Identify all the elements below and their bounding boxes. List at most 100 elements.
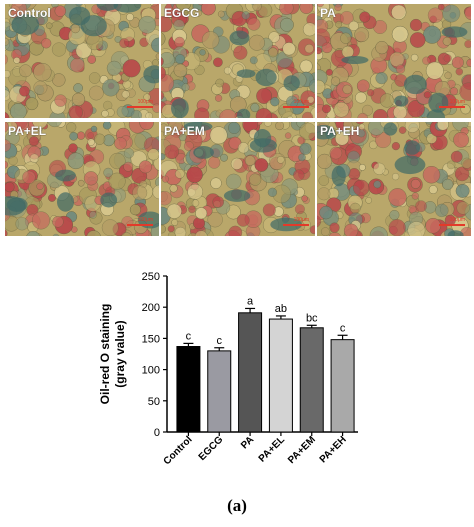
cell-blob (436, 122, 449, 131)
cell-blob (268, 31, 280, 43)
cell-blob (88, 72, 101, 84)
cell-blob (230, 157, 243, 170)
cell-blob (145, 112, 153, 118)
cell-blob (167, 225, 175, 233)
cell-blob (422, 56, 431, 65)
cell-blob (164, 144, 179, 160)
dark-cell-region (383, 122, 398, 136)
cell-blob (389, 51, 405, 67)
significance-label: a (247, 295, 254, 307)
cell-blob (152, 184, 159, 200)
cell-blob (161, 57, 164, 66)
cell-blob (342, 84, 352, 95)
cell-blob (353, 179, 370, 197)
cell-blob (372, 109, 388, 118)
cell-blob (365, 197, 373, 204)
cell-blob (129, 204, 141, 216)
cell-blob (173, 63, 188, 78)
scale-bar-label: 100μm (137, 99, 153, 105)
cell-blob (282, 42, 296, 56)
cell-blob (214, 94, 223, 102)
cell-blob (33, 80, 48, 95)
cell-blob (262, 203, 276, 217)
dark-cell-region (441, 26, 468, 38)
cell-blob (19, 64, 32, 78)
cell-blob (464, 40, 471, 49)
panel-label: PA+EH (320, 124, 360, 138)
cell-blob (366, 89, 375, 97)
cell-blob (466, 58, 471, 67)
y-tick-label: 200 (142, 302, 160, 314)
micrograph-panel: PA+EM 100μm (161, 122, 315, 236)
cell-blob (5, 54, 8, 65)
cell-blob (161, 66, 166, 80)
cell-blob (48, 194, 56, 202)
cell-blob (311, 4, 315, 7)
bar (268, 318, 293, 433)
cell-blob (328, 232, 342, 236)
bar-chart: 0 50 100 150 200 250 Oil-red O staining (gray v… (98, 271, 358, 467)
micrograph-texture (317, 122, 471, 236)
cell-blob (70, 58, 85, 73)
cell-blob (5, 182, 15, 193)
cell-blob (355, 122, 365, 125)
dark-cell-region (404, 140, 421, 155)
cell-blob (333, 101, 350, 118)
dark-cell-region (11, 14, 40, 36)
cell-blob (130, 109, 142, 118)
cell-blob (256, 88, 273, 104)
dark-cell-region (68, 6, 91, 26)
cell-blob (348, 20, 359, 32)
cell-blob (321, 227, 330, 236)
micrograph-texture (161, 122, 315, 236)
cell-blob (317, 215, 322, 228)
cell-blob (254, 158, 269, 172)
cell-blob (249, 173, 262, 186)
cell-blob (317, 187, 331, 201)
dark-cell-region (341, 56, 369, 64)
cell-blob (369, 226, 388, 236)
micrograph-panel: PA+EL 100μm (5, 122, 159, 236)
panel-label: PA (320, 6, 336, 20)
cell-blob (435, 203, 449, 218)
cell-blob (218, 109, 237, 118)
cell-blob (241, 11, 251, 20)
y-tick-label: 250 (142, 271, 160, 283)
cell-blob (329, 222, 340, 233)
cell-blob (195, 9, 203, 17)
cell-blob (404, 122, 420, 133)
cell-blob (317, 47, 322, 55)
scale-bar (439, 106, 465, 108)
scale-bar (283, 224, 309, 226)
dark-cell-region (229, 30, 250, 46)
cell-blob (449, 87, 458, 96)
cell-blob (52, 233, 60, 236)
cell-blob (444, 71, 452, 80)
dark-cell-region (255, 68, 277, 87)
dark-cell-region (426, 109, 445, 118)
cell-blob (250, 103, 260, 113)
cell-blob (102, 78, 120, 97)
significance-label: c (186, 330, 192, 342)
cell-blob (147, 148, 159, 161)
bar (299, 327, 324, 433)
cell-blob (26, 231, 41, 236)
cell-blob (217, 10, 225, 18)
cell-blob (339, 11, 354, 25)
cell-blob (425, 61, 444, 80)
cell-blob (161, 153, 166, 161)
cell-blob (22, 170, 36, 184)
cell-blob (5, 122, 9, 133)
cell-blob (317, 4, 324, 8)
x-tick-label: PA+EL (257, 434, 287, 464)
cell-blob (41, 38, 52, 49)
cell-blob (25, 97, 39, 111)
cell-blob (325, 68, 333, 76)
cell-blob (75, 4, 83, 7)
cell-blob (89, 211, 97, 219)
dark-cell-region (57, 192, 74, 212)
cell-blob (109, 152, 126, 170)
cell-blob (293, 169, 305, 181)
cell-blob (114, 137, 127, 150)
cell-blob (318, 175, 330, 186)
